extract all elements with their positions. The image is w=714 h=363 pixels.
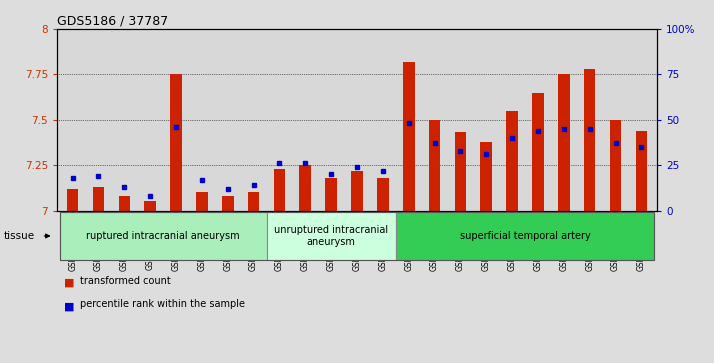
Bar: [635, 131, 647, 211]
Bar: [170, 74, 182, 211]
Text: superficial temporal artery: superficial temporal artery: [460, 231, 590, 241]
Bar: [196, 192, 208, 211]
Bar: [326, 178, 337, 211]
Text: ruptured intracranial aneurysm: ruptured intracranial aneurysm: [86, 231, 240, 241]
Bar: [351, 171, 363, 211]
Bar: [481, 142, 492, 211]
Bar: [610, 120, 621, 211]
Bar: [144, 201, 156, 211]
Bar: [119, 196, 130, 211]
Bar: [299, 165, 311, 211]
Bar: [558, 74, 570, 211]
Bar: [248, 192, 259, 211]
Bar: [532, 93, 544, 211]
Bar: [273, 169, 286, 211]
Text: GDS5186 / 37787: GDS5186 / 37787: [57, 15, 169, 28]
Text: ■: ■: [64, 301, 75, 311]
Text: transformed count: transformed count: [80, 276, 171, 286]
Bar: [403, 62, 415, 211]
Text: percentile rank within the sample: percentile rank within the sample: [80, 299, 245, 310]
Bar: [584, 69, 595, 211]
Bar: [93, 187, 104, 211]
Bar: [377, 178, 388, 211]
Bar: [222, 196, 233, 211]
Text: ■: ■: [64, 278, 75, 288]
Bar: [455, 132, 466, 211]
Text: unruptured intracranial
aneurysm: unruptured intracranial aneurysm: [274, 225, 388, 247]
Bar: [428, 120, 441, 211]
Bar: [67, 189, 79, 211]
Text: tissue: tissue: [4, 231, 35, 241]
Bar: [506, 111, 518, 211]
